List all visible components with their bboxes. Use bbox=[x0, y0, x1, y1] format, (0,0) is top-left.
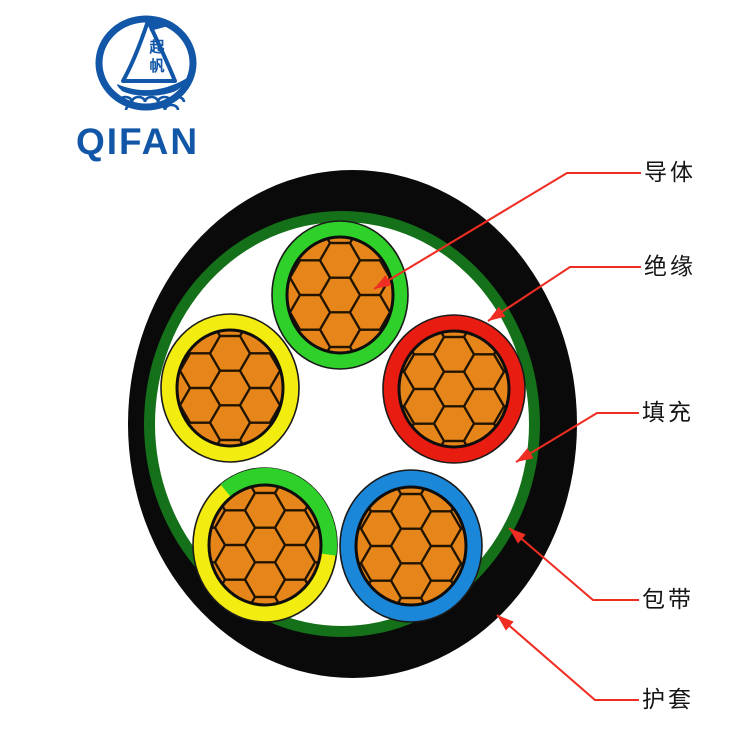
sail-text: 起帆 bbox=[148, 39, 165, 75]
conductor-outline bbox=[397, 329, 511, 449]
sail-character: 起 bbox=[148, 39, 165, 56]
core-left bbox=[160, 313, 300, 463]
sail-character: 帆 bbox=[149, 57, 164, 75]
leader-sheath bbox=[496, 614, 639, 702]
conductor-outline bbox=[285, 235, 395, 355]
leader-insulation bbox=[487, 265, 641, 322]
hull-icon bbox=[117, 78, 187, 96]
qifan-logo-icon: 起帆 bbox=[95, 15, 197, 111]
wave-icon bbox=[117, 95, 186, 103]
logo-ellipse-ring bbox=[95, 15, 197, 111]
wave-icon bbox=[124, 103, 180, 111]
leader-tape bbox=[508, 527, 639, 602]
green-stripe-arc bbox=[220, 467, 337, 556]
leader-lines bbox=[373, 171, 641, 702]
core-bottom-left bbox=[192, 467, 338, 623]
leader-filling bbox=[515, 411, 639, 463]
leader-conductor bbox=[373, 171, 641, 290]
brand-name: QIFAN bbox=[76, 121, 200, 162]
conductor-outline bbox=[207, 483, 323, 607]
core-right bbox=[382, 314, 526, 464]
conductor-outline bbox=[175, 328, 285, 448]
sail-icon bbox=[121, 19, 177, 83]
core-bottom-right bbox=[339, 469, 483, 623]
conductor-outline bbox=[354, 485, 468, 607]
cable-cores bbox=[160, 220, 526, 623]
pennant-icon bbox=[149, 20, 172, 31]
